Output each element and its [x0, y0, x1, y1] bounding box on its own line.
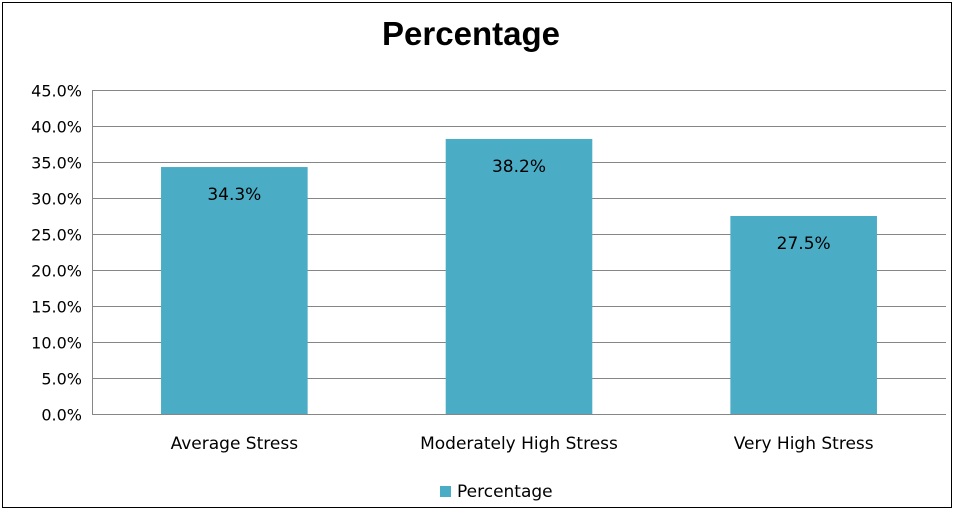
y-tick-label: 15.0% — [31, 298, 82, 317]
data-label: 34.3% — [207, 185, 261, 205]
bar — [161, 167, 308, 414]
y-axis-ticks: 0.0% 5.0% 10.0% 15.0% 20.0% 25.0% 30.0% 35.0% 40… — [31, 82, 82, 425]
legend: Percentage — [440, 482, 553, 502]
bar — [445, 138, 593, 414]
y-tick-label: 45.0% — [31, 82, 82, 101]
data-labels: 34.3% 38.2% 27.5% — [207, 157, 830, 254]
data-label: 38.2% — [492, 157, 546, 177]
x-tick-label: Moderately High Stress — [420, 434, 618, 454]
x-axis-ticks: Average Stress Moderately High Stress Very… — [171, 434, 874, 454]
data-label: 27.5% — [777, 234, 831, 254]
chart-title: Percentage — [382, 15, 560, 52]
y-tick-label: 35.0% — [31, 154, 82, 173]
x-tick-label: Average Stress — [171, 434, 299, 454]
y-tick-label: 40.0% — [31, 118, 82, 137]
y-tick-label: 5.0% — [41, 370, 82, 389]
y-tick-label: 20.0% — [31, 262, 82, 281]
bar — [730, 216, 877, 414]
y-tick-label: 10.0% — [31, 334, 82, 353]
legend-label: Percentage — [457, 482, 553, 502]
y-tick-label: 30.0% — [31, 190, 82, 209]
y-tick-label: 0.0% — [41, 406, 82, 425]
x-tick-label: Very High Stress — [734, 434, 874, 454]
bars — [161, 138, 877, 414]
legend-swatch — [440, 486, 451, 497]
y-tick-label: 25.0% — [31, 226, 82, 245]
